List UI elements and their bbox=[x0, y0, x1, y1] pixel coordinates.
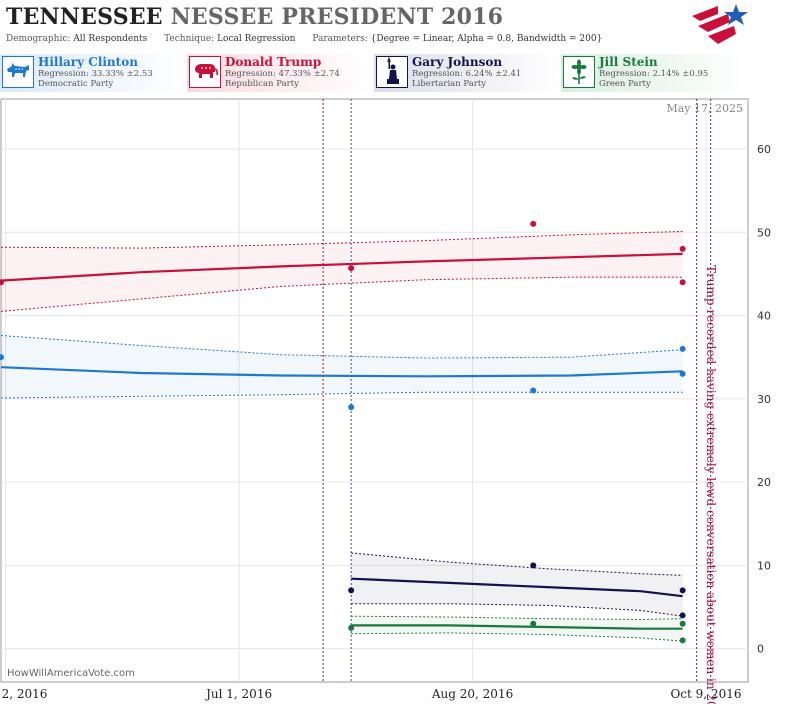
legend-item-trump: Donald Trump Regression: 47.33% ±2.74 Re… bbox=[187, 54, 372, 92]
upper-bound-line bbox=[0, 230, 683, 249]
lower-bound-line bbox=[351, 632, 683, 642]
trend-line bbox=[0, 366, 683, 378]
poll-point bbox=[679, 245, 686, 252]
poll-point bbox=[679, 612, 686, 619]
poll-point bbox=[530, 387, 537, 394]
candidate-regression: Regression: 6.24% ±2.41 bbox=[412, 69, 522, 79]
chart-header: TENNESSEE NESSEE PRESIDENT 2016 Demograp… bbox=[0, 0, 750, 50]
y-tick-label: 50 bbox=[757, 226, 771, 239]
poll-point bbox=[348, 587, 355, 594]
current-date-label: May 17, 2025 bbox=[666, 102, 743, 115]
parameters-label: Parameters: bbox=[312, 34, 368, 44]
chart-title: TENNESSEE NESSEE PRESIDENT 2016 bbox=[6, 4, 503, 30]
candidate-name: Donald Trump bbox=[225, 55, 322, 69]
x-tick-label: Jul 1, 2016 bbox=[204, 687, 272, 701]
upper-bound-line bbox=[0, 335, 683, 359]
poll-point bbox=[348, 624, 355, 631]
legend-item-stein: Jill Stein Regression: 2.14% ±0.95 Green… bbox=[561, 54, 746, 92]
poll-point bbox=[530, 620, 537, 627]
demographic-label: Demographic: bbox=[6, 34, 71, 44]
flag-star-logo-icon bbox=[692, 4, 748, 44]
poll-point bbox=[679, 345, 686, 352]
title-rest: NESSEE PRESIDENT 2016 bbox=[170, 4, 504, 30]
poll-point bbox=[0, 354, 4, 361]
candidate-regression: Regression: 47.33% ±2.74 bbox=[225, 69, 340, 79]
x-tick-label: Oct 9, 2016 bbox=[670, 687, 741, 701]
polling-chart: 0 10 20 30 40 50 60 May 12, 2016 Jul 1, 2016 Aug … bbox=[0, 98, 771, 704]
poll-point bbox=[679, 637, 686, 644]
chart-parameters: Demographic: All Respondents Technique: … bbox=[6, 34, 602, 44]
upper-bound-line bbox=[351, 615, 683, 621]
poll-point bbox=[0, 279, 4, 286]
plot-frame bbox=[0, 98, 749, 683]
site-watermark: HowWillAmericaVote.com bbox=[7, 668, 135, 679]
poll-point bbox=[679, 370, 686, 377]
lower-bound-line bbox=[0, 276, 683, 312]
y-tick-label: 0 bbox=[757, 643, 764, 656]
upper-bound-line bbox=[351, 552, 683, 576]
confidence-band bbox=[1, 231, 683, 312]
x-tick-label: May 12, 2016 bbox=[0, 687, 47, 701]
y-tick-label: 40 bbox=[757, 310, 771, 323]
x-tick-label: Aug 20, 2016 bbox=[431, 687, 513, 701]
confidence-band bbox=[351, 552, 683, 617]
trend-line bbox=[351, 577, 683, 598]
candidate-party: Republican Party bbox=[225, 79, 299, 89]
candidate-name: Jill Stein bbox=[599, 55, 658, 69]
statue-of-liberty-icon bbox=[376, 56, 408, 88]
poll-point bbox=[530, 220, 537, 227]
legend-item-clinton: Hillary Clinton Regression: 33.33% ±2.53… bbox=[0, 54, 185, 92]
title-state: TENNESSEE bbox=[6, 4, 163, 30]
trend-line bbox=[351, 624, 683, 630]
poll-point bbox=[679, 587, 686, 594]
technique-value: Local Regression bbox=[217, 34, 296, 44]
flower-icon bbox=[563, 56, 595, 88]
poll-point bbox=[348, 265, 355, 272]
poll-point bbox=[679, 620, 686, 627]
confidence-band bbox=[1, 335, 683, 398]
candidate-name: Hillary Clinton bbox=[38, 55, 138, 69]
confidence-band bbox=[351, 616, 683, 642]
demographic-value: All Respondents bbox=[73, 34, 148, 44]
parameters-value: {Degree = Linear, Alpha = 0.8, Bandwidth… bbox=[370, 34, 603, 44]
event-annotation: Trump recorded having extremely lewd con… bbox=[704, 265, 718, 704]
candidate-party: Green Party bbox=[599, 79, 651, 89]
legend-item-johnson: Gary Johnson Regression: 6.24% ±2.41 Lib… bbox=[374, 54, 559, 92]
y-tick-label: 10 bbox=[757, 559, 771, 572]
candidate-party: Libertarian Party bbox=[412, 79, 487, 89]
y-tick-label: 60 bbox=[757, 143, 771, 156]
candidate-regression: Regression: 2.14% ±0.95 bbox=[599, 69, 709, 79]
trend-line bbox=[0, 252, 683, 282]
candidate-regression: Regression: 33.33% ±2.53 bbox=[38, 69, 153, 79]
lower-bound-line bbox=[0, 391, 683, 399]
candidate-legend: Hillary Clinton Regression: 33.33% ±2.53… bbox=[0, 54, 750, 92]
lower-bound-line bbox=[351, 603, 683, 617]
technique-label: Technique: bbox=[164, 34, 215, 44]
candidate-name: Gary Johnson bbox=[412, 55, 503, 69]
elephant-icon bbox=[189, 56, 221, 88]
y-tick-label: 30 bbox=[757, 393, 771, 406]
y-tick-label: 20 bbox=[757, 476, 771, 489]
poll-point bbox=[530, 562, 537, 569]
donkey-icon bbox=[2, 56, 34, 88]
poll-point bbox=[679, 279, 686, 286]
candidate-party: Democratic Party bbox=[38, 79, 114, 89]
poll-point bbox=[348, 404, 355, 411]
